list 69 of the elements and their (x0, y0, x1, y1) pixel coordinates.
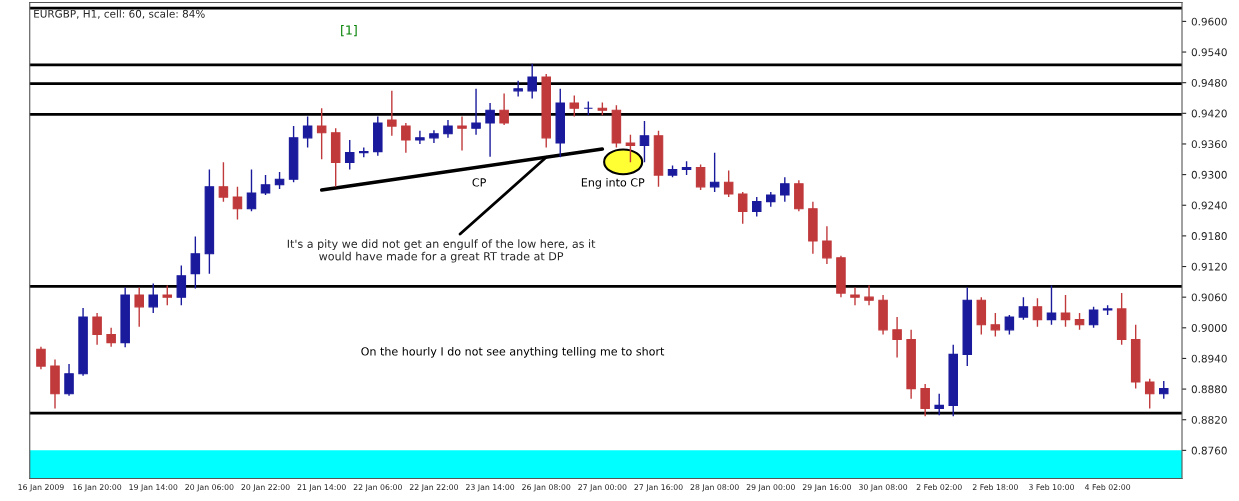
candlestick (850, 286, 860, 307)
candlestick (709, 151, 720, 193)
candlestick (148, 282, 159, 314)
candlestick (190, 235, 201, 290)
y-tick-label: 0.9000 (1191, 324, 1227, 332)
candlestick (737, 191, 748, 225)
y-tick-label: 0.8940 (1191, 354, 1227, 363)
candlestick (485, 102, 495, 158)
candlestick (934, 392, 944, 416)
text: EURGBP, H1, cell: 60, scale: 84% (34, 9, 205, 19)
annotation: CP (472, 178, 486, 187)
candlestick (162, 284, 173, 307)
candlestick (527, 63, 537, 100)
y-tick-label: 0.8760 (1191, 446, 1227, 455)
candlestick (387, 90, 397, 137)
candlestick (1046, 284, 1057, 326)
candlestick (36, 346, 46, 370)
candlestick (1018, 296, 1029, 321)
y-tick-label: 0.9120 (1191, 262, 1227, 271)
candlestick (218, 161, 229, 203)
y-tick-label: 0.9060 (1191, 293, 1227, 302)
candlestick (569, 94, 580, 118)
candlestick (920, 383, 930, 417)
candlestick (864, 284, 874, 307)
candlestick (780, 176, 790, 203)
candlestick (232, 186, 243, 221)
candlestick (1088, 306, 1099, 329)
candlestick (401, 122, 411, 154)
candlestick (1060, 294, 1071, 328)
candlestick (822, 225, 832, 265)
y-tick-label: 0.9180 (1191, 232, 1227, 240)
y-tick-label: 0.9480 (1191, 78, 1227, 87)
candlestick (176, 264, 187, 307)
candlestick (723, 169, 734, 198)
annotation: [1] (341, 25, 357, 37)
candlestick (344, 139, 355, 171)
candlestick (415, 129, 425, 145)
annotation: Eng into CP (581, 177, 645, 189)
candlestick (1032, 297, 1043, 328)
y-tick-label: 0.9540 (1191, 48, 1227, 57)
candlestick (106, 327, 116, 348)
y-tick-label: 0.9420 (1191, 109, 1227, 118)
candlestick (92, 312, 102, 346)
y-tick-label: 0.9300 (1191, 170, 1227, 179)
candlestick (892, 316, 902, 359)
candlestick (316, 107, 327, 160)
candlestick (1004, 314, 1015, 336)
y-tick-label: 0.8880 (1191, 385, 1227, 394)
candlestick (990, 312, 1001, 338)
candlestick (471, 88, 481, 136)
candlestick (1144, 378, 1155, 410)
y-tick-label: 0.8820 (1191, 415, 1227, 424)
candlestick (457, 115, 467, 152)
candlestick (695, 163, 706, 191)
candlestick (302, 115, 313, 149)
candlestick (499, 92, 509, 126)
annotation: On the hourly I do not see anything telling me to short (361, 346, 665, 358)
candlestick (246, 168, 257, 213)
y-tick-label: 0.9600 (1191, 17, 1227, 26)
candlestick (751, 196, 762, 218)
candlestick (513, 79, 523, 98)
annotation: It's a pity we did not get an engulf of the low here, as it would have made for a great RT trade at DP (287, 239, 596, 263)
y-tick-label: 0.9360 (1191, 140, 1227, 149)
candlestick (64, 363, 74, 397)
candlestick (639, 120, 650, 164)
candlestick (625, 134, 636, 164)
candlestick (134, 286, 144, 328)
candlestick (260, 174, 271, 196)
y-tick-label: 0.9240 (1191, 201, 1227, 210)
